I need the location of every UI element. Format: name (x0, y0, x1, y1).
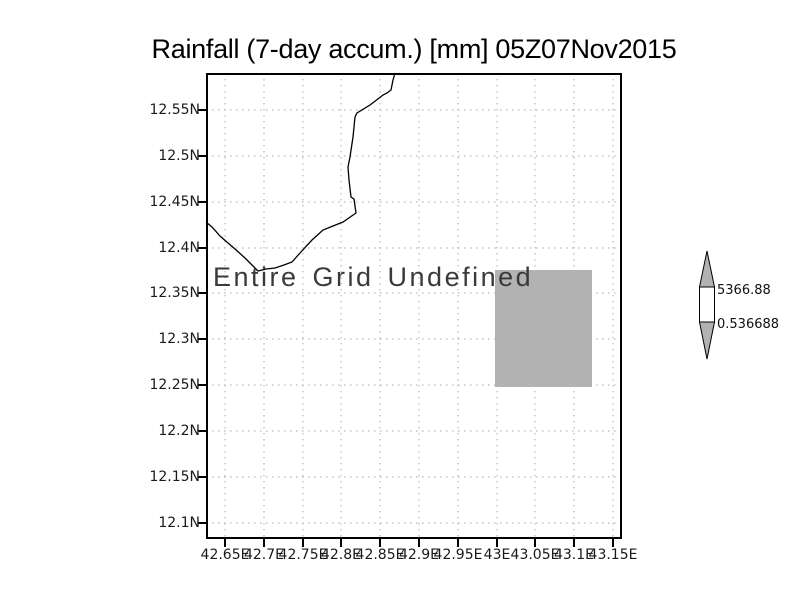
lat-tick-label: 12.3N (158, 331, 200, 347)
undefined-grid-label: Entire Grid Undefined (213, 262, 534, 292)
lon-tick-label: 43.1E (553, 547, 595, 563)
map-frame (206, 73, 622, 539)
lat-tick-label: 12.15N (149, 469, 200, 485)
colorbar-min-label: 0.536688 (717, 317, 780, 332)
lon-tick-label: 42.9E (398, 547, 440, 563)
lat-tick-label: 12.25N (149, 377, 200, 393)
coastline-path (205, 72, 396, 272)
lon-tick-label: 42.8E (320, 547, 362, 563)
colorbar-up-arrow (698, 250, 716, 288)
lon-tick-label: 42.85E (355, 547, 405, 563)
lon-tick-label: 42.65E (200, 547, 250, 563)
lat-tick-label: 12.2N (158, 423, 200, 439)
lat-tick-label: 12.1N (158, 515, 200, 531)
plot-title: Rainfall (7-day accum.) [mm] 05Z07Nov201… (151, 34, 677, 64)
colorbar-max-label: 5366.88 (717, 283, 771, 298)
lat-tick-label: 12.35N (149, 285, 200, 301)
lon-tick-label: 42.75E (278, 547, 328, 563)
undefined-region-rect (495, 270, 592, 387)
lon-tick-label: 43.15E (588, 547, 638, 563)
lat-tick-label: 12.5N (158, 148, 200, 164)
lat-tick-label: 12.4N (158, 240, 200, 256)
lon-tick-label: 43.05E (510, 547, 560, 563)
axis-ticks (198, 109, 614, 547)
colorbar-bar (699, 286, 715, 323)
lat-tick-label: 12.55N (149, 102, 200, 118)
colorbar-down-arrow (698, 321, 716, 360)
lon-tick-label: 42.7E (243, 547, 285, 563)
colorbar (698, 250, 716, 360)
lon-tick-label: 43E (483, 547, 511, 563)
lon-tick-label: 42.95E (433, 547, 483, 563)
lat-tick-label: 12.45N (149, 194, 200, 210)
